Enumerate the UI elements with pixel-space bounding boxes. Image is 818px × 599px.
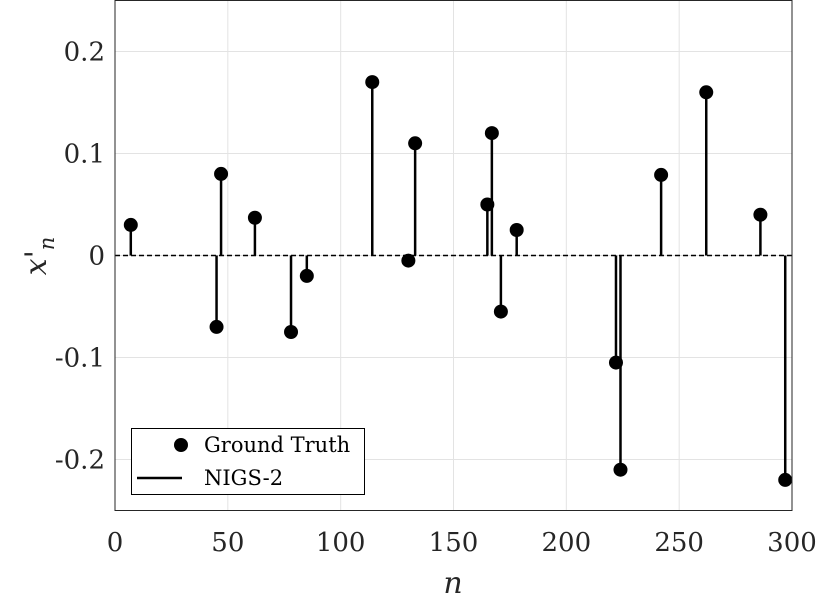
stem-marker <box>654 167 669 182</box>
stem-marker <box>284 325 299 339</box>
legend-marker-ground-truth <box>174 438 188 452</box>
stem-marker <box>299 268 314 283</box>
x-tick-label: 150 <box>429 528 479 558</box>
x-tick-label: 0 <box>107 528 124 558</box>
marker-series <box>123 75 793 487</box>
y-tick-label: 0.1 <box>64 140 105 170</box>
y-tick-label: -0.2 <box>55 446 105 476</box>
legend-box <box>131 428 365 495</box>
stem-marker <box>209 319 224 334</box>
x-tick-label: 250 <box>654 528 704 558</box>
stem-marker <box>509 223 524 237</box>
x-tick-label: 50 <box>211 528 244 558</box>
plot-frame <box>114 0 793 511</box>
stem-marker <box>778 472 793 487</box>
stem-marker <box>699 85 714 100</box>
y-tick-label: 0.2 <box>64 38 105 68</box>
y-tick-label: 0 <box>88 242 105 272</box>
stem-marker <box>480 197 495 212</box>
legend-label-nigs2: NIGS-2 <box>204 466 283 490</box>
stem-marker <box>365 75 380 90</box>
stem-marker <box>401 253 416 268</box>
stem-marker <box>247 210 262 225</box>
y-tick-label: -0.1 <box>55 344 105 374</box>
x-tick-labels: 0 50 100 150 200 250 300 <box>107 528 817 558</box>
stem-marker <box>613 462 628 477</box>
stem-marker <box>493 304 508 319</box>
y-tick-labels: 0.2 0.1 0 -0.1 -0.2 <box>55 38 105 476</box>
x-tick-label: 300 <box>767 528 817 558</box>
stem-marker <box>753 207 768 222</box>
y-axis-label-main: x' <box>19 250 54 275</box>
x-axis-label: n <box>443 566 462 599</box>
legend-label-ground-truth: Ground Truth <box>204 433 350 457</box>
legend: Ground Truth NIGS-2 <box>131 428 365 495</box>
x-tick-label: 100 <box>316 528 366 558</box>
y-axis-label-subscript: n <box>35 237 59 251</box>
stem-marker <box>408 136 423 151</box>
svg-text:x'n: x'n <box>19 237 59 276</box>
x-tick-label: 200 <box>542 528 592 558</box>
stem-marker <box>123 217 138 232</box>
stem-marker <box>214 166 229 181</box>
stem-marker <box>484 126 499 141</box>
stem-marker <box>608 355 623 370</box>
stem-series <box>129 82 787 480</box>
y-axis-label: x'n <box>19 237 59 276</box>
